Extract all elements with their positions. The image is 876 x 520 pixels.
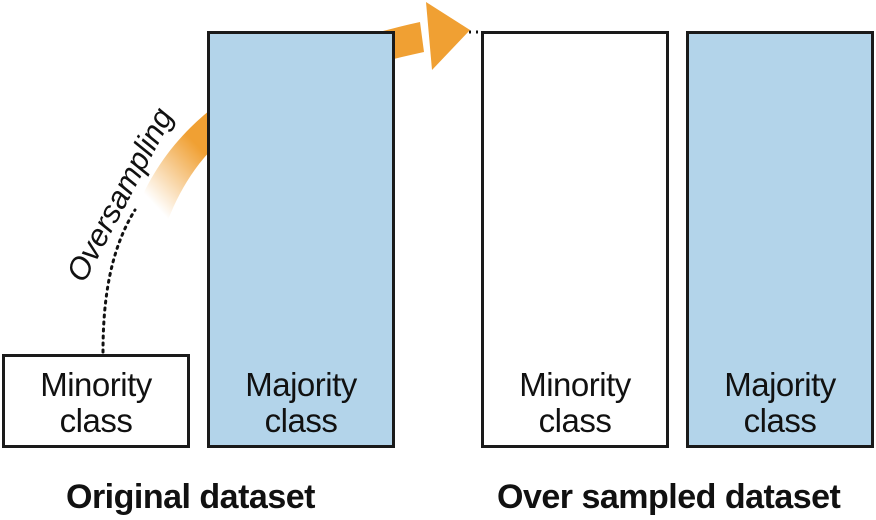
- original-minority-text: Minority class: [40, 366, 152, 439]
- original-dataset-caption: Original dataset: [66, 478, 315, 516]
- original-majority-box: Majority class: [207, 31, 395, 448]
- oversampled-majority-label: Majority class: [724, 367, 836, 439]
- original-majority-text: Majority class: [245, 366, 357, 439]
- oversampled-minority-label: Minority class: [519, 367, 631, 439]
- oversampled-minority-box: Minority class: [481, 31, 669, 448]
- arrow-body: [138, 22, 424, 220]
- original-minority-box: Minority class: [2, 354, 190, 448]
- dotted-connector: [101, 208, 137, 354]
- arrow-head: [426, 2, 470, 70]
- oversampled-minority-text: Minority class: [519, 366, 631, 439]
- original-majority-label: Majority class: [245, 367, 357, 439]
- oversampled-majority-box: Majority class: [686, 31, 874, 448]
- oversampled-majority-text: Majority class: [724, 366, 836, 439]
- oversampled-dataset-caption: Over sampled dataset: [497, 478, 841, 516]
- original-minority-label: Minority class: [40, 367, 152, 439]
